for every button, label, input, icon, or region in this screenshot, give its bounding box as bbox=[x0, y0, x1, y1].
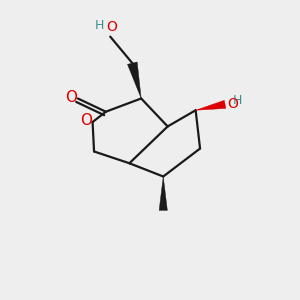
Text: O: O bbox=[106, 20, 117, 34]
Text: O: O bbox=[227, 97, 238, 111]
Text: O: O bbox=[80, 113, 92, 128]
Polygon shape bbox=[128, 62, 141, 98]
Polygon shape bbox=[159, 176, 167, 210]
Polygon shape bbox=[196, 100, 226, 110]
Text: H: H bbox=[94, 19, 104, 32]
Text: O: O bbox=[65, 90, 77, 105]
Text: H: H bbox=[233, 94, 242, 107]
